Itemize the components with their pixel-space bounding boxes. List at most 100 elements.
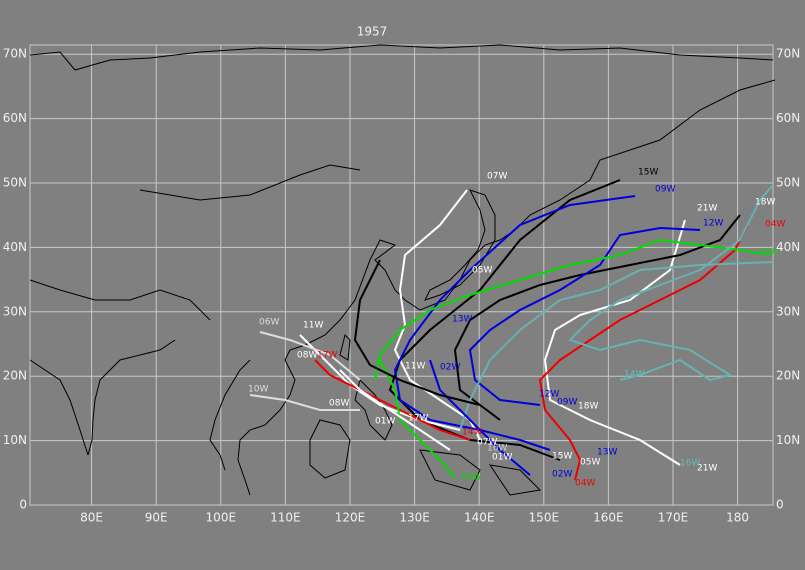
- lon-label: 110E: [270, 511, 301, 525]
- storm-label: 16W: [487, 444, 507, 454]
- map-frame: [29, 44, 774, 506]
- storm-label: 09W: [655, 185, 675, 195]
- coastline: [488, 464, 542, 496]
- storm-label: 07W: [487, 172, 507, 182]
- storm-label: 16W: [680, 459, 700, 469]
- lat-label: 60N: [776, 111, 800, 125]
- lon-label: 180: [726, 511, 749, 525]
- coastline: [209, 359, 251, 471]
- storm-label: 15W: [552, 452, 572, 462]
- track: [393, 189, 481, 441]
- track: [314, 359, 471, 441]
- storm-label: 04W: [765, 220, 785, 230]
- storm-label: 18W: [578, 402, 598, 412]
- coastline: [237, 349, 296, 496]
- lon-label: 150E: [529, 511, 560, 525]
- lat-label: 50N: [3, 176, 27, 190]
- track: [538, 224, 749, 481]
- storm-label: 09W: [557, 398, 577, 408]
- storm-label: 14W: [624, 370, 644, 380]
- lat-label: 0: [19, 498, 27, 512]
- lon-label: 160E: [593, 511, 624, 525]
- storm-label: 05W: [472, 266, 492, 276]
- lat-label: 50N: [776, 176, 800, 190]
- track: [353, 259, 481, 406]
- lat-label: 20N: [3, 369, 27, 383]
- storm-label: 21W: [697, 464, 717, 474]
- storm-label: 13W: [758, 248, 778, 258]
- lat-label: 10N: [776, 433, 800, 447]
- storm-label: 11W: [303, 321, 323, 331]
- lon-label: 140E: [464, 511, 495, 525]
- lon-label: 130E: [399, 511, 430, 525]
- map-title: 1957: [357, 25, 388, 39]
- track: [249, 394, 360, 411]
- lat-label: 60N: [3, 111, 27, 125]
- track: [379, 359, 456, 479]
- storm-label: 07W: [477, 438, 497, 448]
- storm-label: 17W: [408, 414, 428, 424]
- lat-label: 40N: [776, 240, 800, 254]
- storm-label: 17W: [317, 351, 337, 361]
- storm-label: 02W: [440, 363, 460, 373]
- storm-label: 01W: [375, 417, 395, 427]
- coastline: [309, 419, 351, 479]
- coastline: [87, 339, 176, 456]
- track: [459, 261, 774, 431]
- storm-label: 04W: [575, 479, 595, 489]
- storm-label: 12W: [703, 219, 723, 229]
- storm-label: 18W: [755, 198, 775, 208]
- storm-label: 15W: [638, 168, 658, 178]
- storm-label: 03W: [461, 473, 481, 483]
- coastline: [424, 189, 496, 301]
- lat-label: 70N: [776, 47, 800, 61]
- track: [339, 369, 451, 451]
- coastline: [419, 449, 481, 491]
- lat-label: 0: [776, 498, 784, 512]
- lat-label: 30N: [3, 304, 27, 318]
- storm-label: 13W: [452, 315, 472, 325]
- coastline: [29, 359, 89, 456]
- storm-label: 10W: [248, 385, 268, 395]
- track: [393, 195, 636, 451]
- coastline: [139, 164, 361, 201]
- track: [568, 184, 774, 382]
- tracks: [249, 179, 774, 481]
- grid: [29, 44, 774, 506]
- lat-label: 30N: [776, 304, 800, 318]
- storm-label: 06W: [259, 318, 279, 328]
- track: [453, 214, 741, 421]
- lat-label: 40N: [3, 240, 27, 254]
- track: [374, 238, 771, 381]
- coastline: [339, 334, 351, 361]
- coastline: [289, 79, 776, 351]
- lat-label: 20N: [776, 369, 800, 383]
- storm-label: 12W: [539, 390, 559, 400]
- storm-label: 08W: [297, 351, 317, 361]
- storm-label: 05W: [580, 458, 600, 468]
- lat-label: 10N: [3, 433, 27, 447]
- lon-label: 170E: [658, 511, 689, 525]
- track: [468, 226, 701, 406]
- lon-label: 100E: [206, 511, 237, 525]
- storm-labels: 07W 15W 09W 21W 18W 04W 12W 13W 05W 06W …: [248, 168, 785, 489]
- lat-label: 70N: [3, 47, 27, 61]
- lon-label: 80E: [80, 511, 103, 525]
- lon-label: 90E: [145, 511, 168, 525]
- coastline: [29, 279, 211, 321]
- lon-label: 120E: [335, 511, 366, 525]
- storm-label: 14W: [462, 428, 482, 438]
- coastline: [29, 44, 774, 71]
- track: [543, 219, 686, 466]
- storm-label: 13W: [597, 448, 617, 458]
- storm-label: 02W: [552, 470, 572, 480]
- storm-label: 08W: [329, 399, 349, 409]
- storm-label: 21W: [697, 204, 717, 214]
- storm-label: 01W: [492, 453, 512, 463]
- track: [429, 359, 531, 476]
- coastlines: [29, 44, 776, 496]
- storm-label: 11W: [405, 362, 425, 372]
- track: [259, 331, 361, 381]
